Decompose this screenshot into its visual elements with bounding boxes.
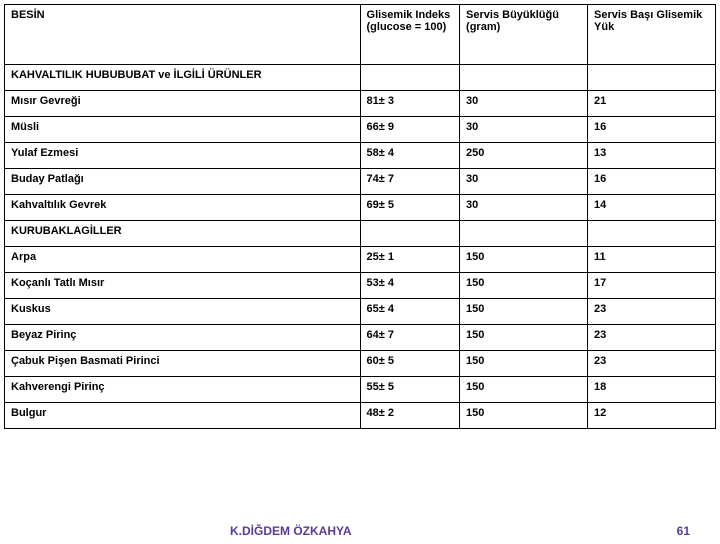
table-cell: Koçanlı Tatlı Mısır xyxy=(5,273,361,299)
table-cell: 48± 2 xyxy=(360,403,460,429)
table-cell: Kahverengi Pirinç xyxy=(5,377,361,403)
table-row: Mısır Gevreği81± 33021 xyxy=(5,91,716,117)
table-cell: 66± 9 xyxy=(360,117,460,143)
table-cell: 150 xyxy=(460,325,588,351)
table-cell: 30 xyxy=(460,169,588,195)
table-cell: Mısır Gevreği xyxy=(5,91,361,117)
section-title: KAHVALTILIK HUBUBUBAT ve İLGİLİ ÜRÜNLER xyxy=(5,65,361,91)
table-body: KAHVALTILIK HUBUBUBAT ve İLGİLİ ÜRÜNLERM… xyxy=(5,65,716,429)
table-cell: 23 xyxy=(588,351,716,377)
page-footer: K.DİĞDEM ÖZKAHYA 61 xyxy=(0,524,720,538)
col-header-food: BESİN xyxy=(5,5,361,65)
table-cell: Kuskus xyxy=(5,299,361,325)
table-cell: 23 xyxy=(588,299,716,325)
table-cell: 16 xyxy=(588,169,716,195)
table-row: Çabuk Pişen Basmati Pirinci60± 515023 xyxy=(5,351,716,377)
table-cell: Beyaz Pirinç xyxy=(5,325,361,351)
table-cell: 55± 5 xyxy=(360,377,460,403)
section-header-row: KAHVALTILIK HUBUBUBAT ve İLGİLİ ÜRÜNLER xyxy=(5,65,716,91)
table-cell: 65± 4 xyxy=(360,299,460,325)
table-row: Yulaf Ezmesi58± 425013 xyxy=(5,143,716,169)
table-cell: 30 xyxy=(460,91,588,117)
table-cell: Çabuk Pişen Basmati Pirinci xyxy=(5,351,361,377)
table-row: Müsli66± 93016 xyxy=(5,117,716,143)
table-cell: 74± 7 xyxy=(360,169,460,195)
table-cell: 150 xyxy=(460,377,588,403)
table-row: Buday Patlağı74± 73016 xyxy=(5,169,716,195)
section-title: KURUBAKLAGİLLER xyxy=(5,221,361,247)
table-row: Arpa25± 115011 xyxy=(5,247,716,273)
empty-cell xyxy=(360,221,460,247)
table-cell: 58± 4 xyxy=(360,143,460,169)
table-cell: Yulaf Ezmesi xyxy=(5,143,361,169)
table-cell: 16 xyxy=(588,117,716,143)
table-cell: 250 xyxy=(460,143,588,169)
table-cell: 25± 1 xyxy=(360,247,460,273)
table-cell: 30 xyxy=(460,195,588,221)
col-header-glycemic-load: Servis Başı Glisemik Yük xyxy=(588,5,716,65)
table-header-row: BESİN Glisemik Indeks (glucose = 100) Se… xyxy=(5,5,716,65)
table-cell: 23 xyxy=(588,325,716,351)
table-cell: 13 xyxy=(588,143,716,169)
table-cell: 150 xyxy=(460,299,588,325)
table-cell: 64± 7 xyxy=(360,325,460,351)
footer-author: K.DİĞDEM ÖZKAHYA xyxy=(230,524,352,538)
table-cell: Buday Patlağı xyxy=(5,169,361,195)
table-cell: Bulgur xyxy=(5,403,361,429)
col-header-gi: Glisemik Indeks (glucose = 100) xyxy=(360,5,460,65)
table-cell: 12 xyxy=(588,403,716,429)
empty-cell xyxy=(360,65,460,91)
table-row: Kahverengi Pirinç55± 515018 xyxy=(5,377,716,403)
table-cell: 69± 5 xyxy=(360,195,460,221)
table-cell: 21 xyxy=(588,91,716,117)
table-cell: Müsli xyxy=(5,117,361,143)
table-cell: 17 xyxy=(588,273,716,299)
table-row: Kahvaltılık Gevrek69± 53014 xyxy=(5,195,716,221)
table-cell: 30 xyxy=(460,117,588,143)
table-cell: 14 xyxy=(588,195,716,221)
section-header-row: KURUBAKLAGİLLER xyxy=(5,221,716,247)
table-cell: 81± 3 xyxy=(360,91,460,117)
table-cell: 53± 4 xyxy=(360,273,460,299)
table-row: Kuskus65± 415023 xyxy=(5,299,716,325)
table-cell: 11 xyxy=(588,247,716,273)
table-cell: 150 xyxy=(460,247,588,273)
table-cell: Arpa xyxy=(5,247,361,273)
table-row: Beyaz Pirinç64± 715023 xyxy=(5,325,716,351)
table-cell: 18 xyxy=(588,377,716,403)
footer-page-number: 61 xyxy=(677,524,690,538)
empty-cell xyxy=(460,65,588,91)
table-row: Koçanlı Tatlı Mısır53± 415017 xyxy=(5,273,716,299)
table-cell: 150 xyxy=(460,273,588,299)
table-row: Bulgur48± 215012 xyxy=(5,403,716,429)
glycemic-index-table: BESİN Glisemik Indeks (glucose = 100) Se… xyxy=(4,4,716,429)
table-cell: Kahvaltılık Gevrek xyxy=(5,195,361,221)
col-header-serving-size: Servis Büyüklüğü (gram) xyxy=(460,5,588,65)
table-cell: 150 xyxy=(460,403,588,429)
empty-cell xyxy=(588,65,716,91)
empty-cell xyxy=(460,221,588,247)
table-cell: 60± 5 xyxy=(360,351,460,377)
empty-cell xyxy=(588,221,716,247)
table-cell: 150 xyxy=(460,351,588,377)
